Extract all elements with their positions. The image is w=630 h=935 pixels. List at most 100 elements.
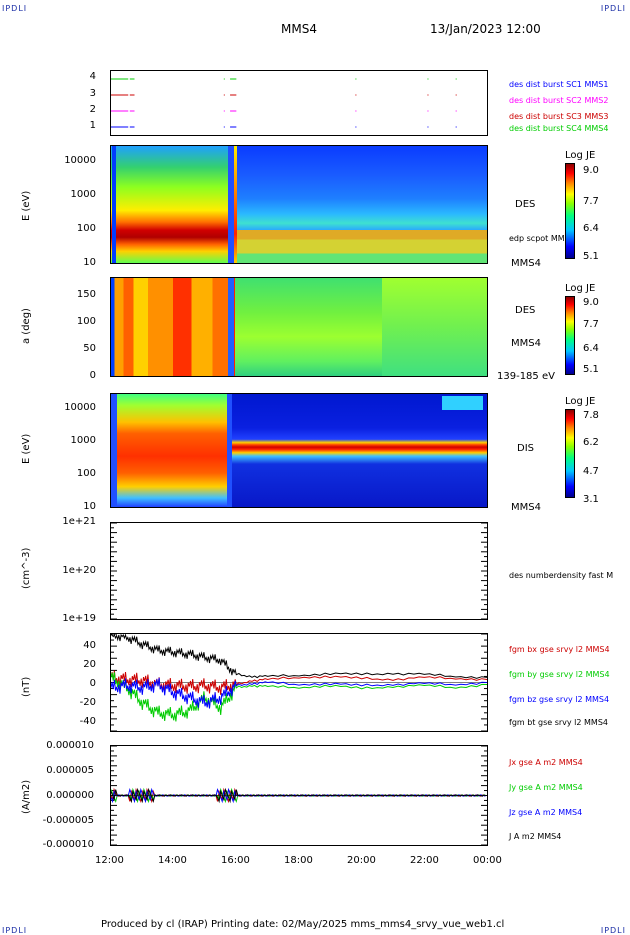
pitch-angle-panel [110, 277, 488, 377]
bfield-series-line [111, 677, 487, 709]
bfield-ytick: 40 [83, 640, 96, 651]
time-tick: 16:00 [221, 855, 250, 866]
burst-dot [223, 78, 225, 80]
burst-legend-mms1: des dist burst SC1 MMS1 [509, 80, 609, 89]
current-ytick: 0.000010 [46, 740, 94, 751]
des-hot-region [111, 146, 232, 263]
bfield-legend-bz: fgm bz gse srvy l2 MMS4 [509, 695, 610, 704]
burst-plot [111, 78, 457, 128]
burst-dot [223, 126, 225, 128]
des-label: DES [515, 199, 536, 210]
dis-ytick: 1000 [70, 435, 96, 446]
des-ytick: 10000 [64, 155, 96, 166]
density-ytick: 1e+20 [62, 565, 96, 576]
dis-label: DIS [517, 443, 534, 454]
current-ytick: 0.000000 [46, 790, 94, 801]
bfield-plot [111, 634, 487, 731]
pitch-ylabel: a (deg) [21, 308, 32, 344]
burst-dot [427, 126, 429, 128]
burst-dot [455, 110, 457, 112]
burst-dot [223, 110, 225, 112]
bfield-ytick: -20 [79, 697, 96, 708]
des-ytick: 10 [83, 257, 96, 268]
pitch-hot-region [111, 278, 236, 376]
current-legend-jy: Jy gse A m2 MMS4 [509, 783, 583, 792]
burst-dot [455, 94, 457, 96]
burst-dot [355, 94, 357, 96]
pitch-colorbar [565, 296, 575, 375]
pitch-cbar-tick: 9.0 [583, 297, 599, 308]
density-plot [111, 523, 487, 619]
burst-ytick: 3 [89, 88, 96, 99]
dis-late-patch [441, 396, 484, 410]
des-gap [227, 146, 236, 263]
des-ytick: 100 [76, 223, 96, 234]
density-ylabel: (cm^-3) [21, 547, 32, 589]
time-tick: 00:00 [473, 855, 502, 866]
spacecraft-title: MMS4 [281, 22, 317, 36]
burst-dot [427, 110, 429, 112]
footer-credit: Produced by cl (IRAP) Printing date: 02/… [101, 919, 505, 930]
burst-dot [427, 94, 429, 96]
burst-ytick: 2 [89, 104, 96, 115]
pitch-label: DES [515, 305, 536, 316]
dis-cbar-tick: 4.7 [583, 466, 599, 477]
bfield-panel [110, 633, 488, 732]
des-gap [112, 146, 116, 263]
bfield-series-line [111, 634, 487, 679]
time-tick: 12:00 [95, 855, 124, 866]
dis-sc-label: MMS4 [511, 502, 541, 513]
current-ytick: 0.000005 [46, 765, 94, 776]
bfield-ytick: 0 [89, 678, 96, 689]
bfield-series-line [111, 672, 487, 722]
bfield-legend-by: fgm by gse srvy l2 MMS4 [509, 670, 610, 679]
burst-dot [223, 94, 225, 96]
burst-dot [355, 126, 357, 128]
des-colorbar [565, 163, 575, 259]
current-ytick: -0.000005 [42, 815, 94, 826]
dis-cbar-tick: 3.1 [583, 494, 599, 505]
pitch-late-region [381, 278, 487, 376]
burst-legend-mms2: des dist burst SC2 MMS2 [509, 96, 609, 105]
current-ytick: -0.000010 [42, 839, 94, 850]
burst-dot [355, 78, 357, 80]
dis-ytick: 10 [83, 501, 96, 512]
pitch-ytick: 150 [76, 289, 96, 300]
current-ylabel: (A/m2) [21, 779, 32, 814]
burst-dot [455, 126, 457, 128]
datetime-title: 13/Jan/2023 12:00 [430, 22, 541, 36]
pitch-energy-range: 139-185 eV [497, 371, 555, 382]
bfield-ytick: 20 [83, 659, 96, 670]
current-legend-jz: Jz gse A m2 MMS4 [509, 808, 583, 817]
footer-corner-left: IPDLI [2, 926, 28, 935]
bfield-ylabel: (nT) [21, 676, 32, 697]
density-ytick: 1e+21 [62, 516, 96, 527]
time-tick: 14:00 [158, 855, 187, 866]
density-ytick: 1e+19 [62, 613, 96, 624]
pitch-cbar-title: Log JE [565, 283, 596, 294]
bfield-legend-bt: fgm bt gse srvy l2 MMS4 [509, 718, 608, 727]
dis-hot-region [111, 394, 228, 507]
corner-label-right: IPDLI [600, 4, 626, 13]
pitch-ytick: 100 [76, 316, 96, 327]
burst-panel [110, 70, 488, 136]
burst-dot [455, 78, 457, 80]
dis-ytick: 10000 [64, 402, 96, 413]
dis-cbar-title: Log JE [565, 396, 596, 407]
density-legend: des numberdensity fast M [509, 571, 614, 580]
pitch-ytick: 0 [89, 370, 96, 381]
des-ytick: 1000 [70, 189, 96, 200]
current-plot [111, 746, 487, 845]
des-cbar-tick: 9.0 [583, 165, 599, 176]
pitch-gap [227, 278, 234, 376]
dis-spectrogram-panel [110, 393, 488, 508]
des-ylabel: E (eV) [21, 190, 32, 221]
des-sc-label: MMS4 [511, 258, 541, 269]
corner-label-left: IPDLI [2, 4, 28, 13]
dis-ytick: 100 [76, 468, 96, 479]
pitch-ytick: 50 [83, 343, 96, 354]
pitch-cbar-tick: 7.7 [583, 319, 599, 330]
current-panel [110, 745, 488, 846]
pitch-sc-label: MMS4 [511, 338, 541, 349]
des-cbar-title: Log JE [565, 150, 596, 161]
